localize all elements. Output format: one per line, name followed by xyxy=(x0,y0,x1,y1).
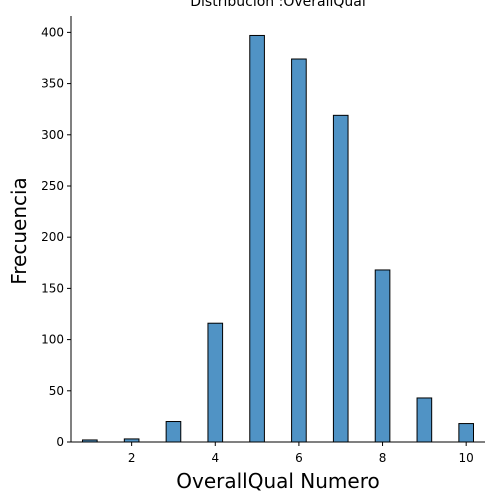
x-axis: 2 4 6 8 10 xyxy=(71,441,485,465)
bar-6 xyxy=(291,58,307,443)
bars-group xyxy=(82,34,475,443)
y-tick-label: 100 xyxy=(41,333,64,347)
y-tick-label: 250 xyxy=(41,179,64,193)
x-tick-label: 2 xyxy=(128,451,136,465)
bar-9 xyxy=(416,397,433,443)
x-tick-label: 8 xyxy=(379,451,387,465)
x-tick-label: 6 xyxy=(295,451,303,465)
bar-3 xyxy=(165,421,182,443)
y-tick-label: 200 xyxy=(41,230,64,244)
y-tick-label: 350 xyxy=(41,77,64,91)
y-tick-label: 150 xyxy=(41,281,64,295)
bar-8 xyxy=(374,269,391,443)
y-axis: 0 50 100 150 200 250 300 350 400 xyxy=(41,16,72,449)
y-tick-label: 50 xyxy=(49,384,64,398)
bar-10 xyxy=(458,423,475,443)
y-tick-label: 0 xyxy=(56,435,64,449)
y-tick-label: 400 xyxy=(41,25,64,39)
y-axis-label: Frecuencia xyxy=(7,177,31,285)
bar-5 xyxy=(249,34,265,443)
chart-title: Distribución :OverallQual xyxy=(190,0,365,10)
bar-7 xyxy=(332,114,349,443)
bar-4 xyxy=(207,322,224,443)
y-tick-label: 300 xyxy=(41,128,64,142)
x-axis-label: OverallQual Numero xyxy=(176,469,380,493)
x-tick-label: 10 xyxy=(459,451,474,465)
x-tick-label: 4 xyxy=(211,451,219,465)
